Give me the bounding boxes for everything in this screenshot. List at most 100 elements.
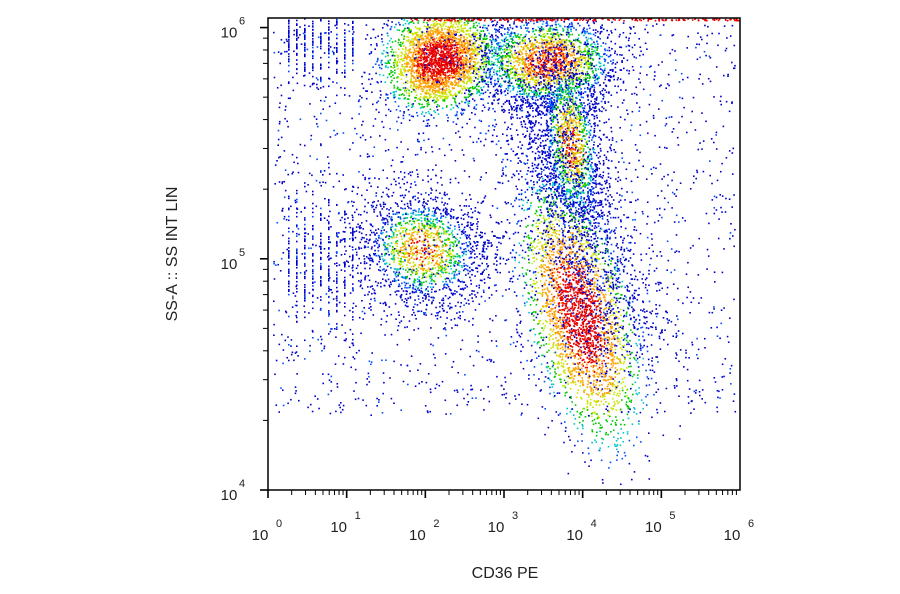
data-point xyxy=(384,62,387,64)
data-point xyxy=(472,98,474,100)
data-point xyxy=(413,84,416,86)
data-point xyxy=(426,55,428,58)
data-point xyxy=(469,40,471,43)
data-point xyxy=(551,205,553,207)
data-point xyxy=(608,139,611,141)
data-point xyxy=(476,29,479,32)
data-point xyxy=(519,43,521,45)
data-point xyxy=(508,60,510,63)
data-point xyxy=(422,97,425,99)
data-point xyxy=(428,62,430,64)
data-point xyxy=(594,46,597,48)
data-point xyxy=(411,69,413,72)
data-point xyxy=(433,46,436,48)
data-point xyxy=(394,101,397,103)
data-point xyxy=(464,63,466,65)
data-point xyxy=(419,53,422,55)
data-point xyxy=(440,58,443,61)
data-point xyxy=(405,52,407,55)
data-point xyxy=(530,137,533,140)
data-point xyxy=(406,20,409,22)
data-point xyxy=(461,45,464,47)
data-point xyxy=(476,61,479,64)
data-point xyxy=(542,88,544,91)
data-point xyxy=(451,51,453,54)
data-point xyxy=(499,90,502,93)
data-point xyxy=(557,95,559,98)
data-point xyxy=(488,56,490,59)
data-point xyxy=(428,26,430,28)
data-point xyxy=(463,45,466,48)
data-point xyxy=(548,69,551,72)
data-point xyxy=(451,62,454,65)
data-point xyxy=(527,82,530,84)
data-point xyxy=(386,62,388,65)
data-point xyxy=(455,51,458,53)
data-point xyxy=(420,56,423,58)
data-point xyxy=(412,63,415,66)
data-point xyxy=(441,90,444,93)
data-point xyxy=(459,64,461,67)
data-point xyxy=(581,72,584,74)
data-point xyxy=(440,46,443,48)
data-point xyxy=(496,88,498,91)
data-point xyxy=(421,48,424,50)
data-point xyxy=(610,60,612,62)
data-point xyxy=(446,63,449,66)
data-point xyxy=(517,84,520,86)
data-point xyxy=(575,71,577,73)
data-point xyxy=(432,55,434,58)
data-point xyxy=(420,65,423,67)
data-point xyxy=(416,31,419,34)
data-point xyxy=(452,33,454,36)
data-point xyxy=(551,43,554,46)
data-point xyxy=(510,38,512,40)
data-point xyxy=(540,29,543,31)
data-point xyxy=(556,149,559,152)
data-point xyxy=(567,120,569,123)
data-point xyxy=(550,79,553,81)
data-point xyxy=(392,67,394,69)
data-point xyxy=(599,32,601,35)
data-point xyxy=(403,68,406,70)
data-point xyxy=(428,97,431,99)
data-point xyxy=(562,46,564,49)
data-point xyxy=(562,39,565,41)
data-point xyxy=(436,79,439,82)
data-point xyxy=(616,78,619,81)
data-point xyxy=(584,32,587,34)
data-point xyxy=(497,36,500,39)
data-point xyxy=(570,25,572,28)
data-point xyxy=(406,56,409,58)
data-point xyxy=(531,56,533,58)
data-point xyxy=(432,72,435,75)
data-point xyxy=(411,67,413,69)
data-point xyxy=(532,70,535,73)
data-point xyxy=(456,68,458,71)
data-point xyxy=(575,60,578,63)
data-point xyxy=(435,62,438,65)
data-point xyxy=(535,79,538,82)
data-point xyxy=(508,48,511,51)
data-point xyxy=(531,139,534,142)
data-point xyxy=(377,57,379,60)
data-point xyxy=(538,66,540,69)
data-point xyxy=(429,94,431,97)
data-point xyxy=(476,39,479,41)
data-point xyxy=(592,59,595,61)
data-point xyxy=(505,68,508,70)
data-point xyxy=(566,79,569,81)
data-point xyxy=(484,44,487,47)
data-point xyxy=(619,54,621,56)
data-point xyxy=(581,55,583,58)
data-point xyxy=(459,66,461,69)
data-point xyxy=(444,91,447,94)
data-point xyxy=(378,64,380,66)
data-point xyxy=(471,64,474,67)
data-point xyxy=(381,52,383,55)
data-point xyxy=(516,42,518,44)
data-point xyxy=(431,82,434,85)
data-point xyxy=(443,46,446,49)
data-point xyxy=(425,100,428,103)
data-point xyxy=(391,79,393,82)
